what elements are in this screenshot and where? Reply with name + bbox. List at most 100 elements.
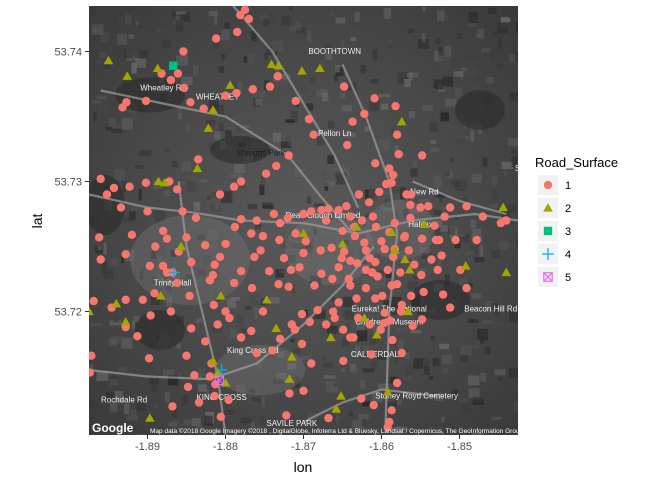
- map-texture-block: [218, 123, 224, 132]
- map-texture-block: [109, 320, 122, 326]
- map-texture-block: [216, 433, 225, 435]
- map-texture-block: [335, 17, 346, 24]
- map-texture-block: [106, 392, 114, 401]
- map-texture-block: [374, 101, 380, 111]
- map-texture-block: [225, 130, 232, 138]
- map-texture-block: [424, 366, 430, 375]
- map-texture-block: [350, 124, 357, 133]
- legend-title: Road_Surface: [535, 155, 618, 170]
- data-point-road-surface-1: [354, 190, 364, 199]
- map-texture-block: [397, 399, 402, 405]
- data-point-road-surface-4: [168, 266, 180, 279]
- data-point-road-surface-1: [158, 226, 168, 236]
- map-texture-block: [412, 434, 425, 435]
- data-point-road-surface-1: [279, 254, 289, 263]
- map-texture-block: [135, 57, 147, 68]
- data-point-road-surface-1: [186, 257, 196, 267]
- data-point-road-surface-1: [389, 170, 398, 180]
- map-texture-block: [417, 38, 429, 49]
- map-texture-block: [339, 92, 346, 99]
- map-light-patch: [215, 345, 305, 395]
- data-point-road-surface-1: [179, 47, 188, 56]
- data-point-road-surface-2: [400, 254, 410, 264]
- data-point-road-surface-1: [138, 295, 148, 304]
- data-point-road-surface-1: [208, 270, 218, 280]
- map-texture-block: [174, 109, 181, 114]
- map-texture-block: [295, 103, 299, 108]
- legend-key-marker: [542, 248, 554, 260]
- map-road: [100, 89, 352, 232]
- data-point-road-surface-2: [122, 71, 133, 80]
- map-texture-block: [355, 30, 360, 35]
- data-point-road-surface-1: [397, 348, 406, 358]
- map-texture-block: [451, 224, 457, 232]
- map-texture-block: [297, 86, 309, 92]
- map-texture-block: [346, 176, 354, 182]
- map-texture-block: [294, 21, 302, 29]
- data-point-road-surface-1: [349, 333, 358, 342]
- map-panel: FELVERDEN BOOTHTOWN WHEATLEY Shroggs Park De…: [89, 6, 518, 435]
- map-texture-block: [441, 416, 445, 423]
- map-texture-block: [205, 388, 209, 399]
- map-texture-block: [467, 375, 480, 386]
- data-point-road-surface-2: [297, 66, 307, 75]
- data-point-road-surface-1: [284, 282, 293, 291]
- map-place-label: Pellon Ln: [318, 129, 351, 138]
- data-point-road-surface-1: [419, 287, 428, 297]
- map-place-label: SAVILE PARK: [266, 419, 318, 428]
- map-texture-block: [212, 328, 223, 334]
- map-texture-block: [120, 255, 125, 263]
- map-texture-block: [348, 411, 353, 417]
- map-texture-block: [296, 171, 305, 179]
- map-texture-block: [280, 141, 292, 148]
- map-texture-block: [176, 342, 181, 350]
- map-texture-block: [229, 395, 237, 401]
- map-texture-block: [479, 244, 484, 257]
- x-tick-label: -1.86: [369, 441, 394, 453]
- map-texture-block: [121, 337, 133, 349]
- map-texture-block: [435, 392, 443, 402]
- map-texture-block: [356, 330, 368, 342]
- map-texture-block: [325, 381, 338, 393]
- map-texture-block: [167, 375, 179, 386]
- map-texture-block: [97, 102, 110, 112]
- data-point-road-surface-1: [361, 283, 371, 293]
- map-texture-block: [327, 236, 336, 246]
- data-point-road-surface-1: [394, 150, 403, 159]
- map-texture-block: [374, 277, 386, 289]
- map-texture-block: [241, 353, 247, 363]
- map-texture-block: [372, 392, 383, 403]
- map-texture-block: [178, 181, 187, 186]
- map-texture-block: [370, 361, 377, 370]
- map-texture-block: [408, 111, 415, 118]
- map-texture-block: [97, 245, 103, 251]
- map-texture-block: [498, 37, 502, 49]
- map-texture-block: [179, 39, 187, 50]
- map-texture-block: [101, 261, 107, 274]
- map-texture-block: [354, 57, 365, 64]
- map-texture-block: [250, 294, 260, 305]
- map-texture-block: [285, 135, 292, 146]
- map-texture-block: [501, 161, 514, 169]
- map-texture-block: [374, 196, 386, 207]
- data-point-road-surface-5: [214, 375, 225, 386]
- data-point-road-surface-1: [213, 320, 222, 329]
- data-point-road-surface-2: [208, 105, 218, 114]
- map-texture-block: [259, 15, 271, 20]
- map-texture-block: [422, 225, 433, 237]
- map-texture-block: [491, 302, 498, 310]
- map-texture-block: [450, 179, 460, 187]
- data-point-road-surface-2: [386, 227, 397, 236]
- map-texture-block: [125, 249, 135, 262]
- map-texture-block: [150, 296, 160, 306]
- data-point-road-surface-3: [169, 61, 178, 70]
- map-texture-block: [372, 49, 378, 61]
- data-point-road-surface-1: [399, 233, 409, 242]
- data-point-road-surface-1: [151, 242, 160, 251]
- map-texture-block: [364, 189, 370, 200]
- data-point-road-surface-1: [275, 218, 285, 228]
- data-point-road-surface-2: [155, 291, 166, 300]
- map-texture-block: [440, 62, 450, 73]
- map-texture-block: [430, 147, 440, 153]
- data-point-road-surface-1: [250, 252, 259, 262]
